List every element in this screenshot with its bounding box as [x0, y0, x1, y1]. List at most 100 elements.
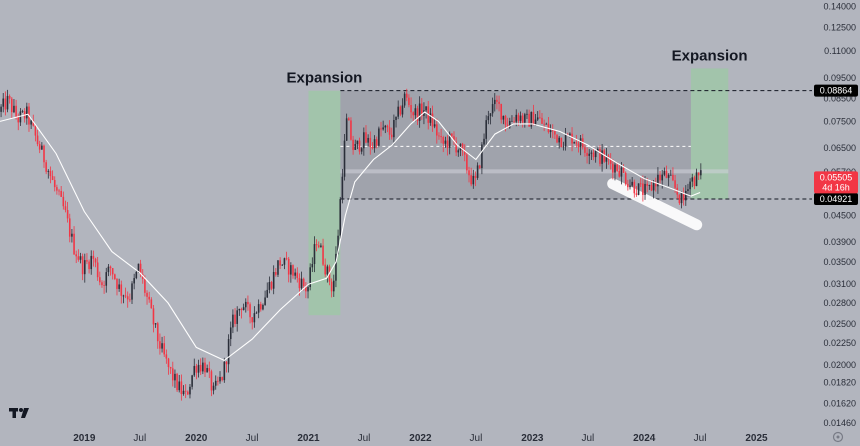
candle-280 [601, 143, 603, 172]
gear-icon[interactable] [832, 431, 844, 443]
candle-258 [554, 130, 556, 140]
x-tick-0: 2019 [73, 433, 96, 444]
candle-37 [79, 252, 82, 264]
candle-170 [365, 125, 367, 144]
candle-137 [294, 268, 296, 280]
candle-89 [191, 374, 193, 390]
y-tick-3: 0.09500 [823, 73, 856, 83]
candle-273 [586, 147, 588, 164]
candle-85 [182, 385, 185, 396]
candle-256 [549, 124, 552, 138]
candle-151 [324, 258, 326, 277]
candle-193 [414, 104, 417, 122]
candle-187 [401, 98, 404, 118]
candle-277 [594, 149, 597, 163]
candle-55 [118, 278, 120, 292]
candle-10 [21, 109, 24, 113]
candle-309 [663, 167, 666, 177]
candle-316 [678, 194, 681, 205]
candle-252 [541, 113, 543, 125]
candle-190 [408, 94, 410, 108]
candle-167 [358, 137, 361, 155]
x-tick-6: 2022 [409, 433, 432, 444]
candle-204 [438, 132, 440, 140]
candle-83 [178, 374, 181, 393]
candle-142 [305, 282, 307, 299]
candle-269 [577, 140, 580, 153]
candle-96 [206, 364, 208, 373]
horizontal-levels [340, 90, 812, 200]
y-tick-6: 0.06500 [823, 143, 856, 153]
candle-4 [8, 94, 11, 104]
candle-118 [253, 306, 256, 328]
candle-306 [657, 167, 659, 194]
candle-72 [154, 322, 157, 328]
candle-113 [242, 303, 245, 311]
annotations: Expansion Expansion [287, 47, 748, 86]
candle-108 [232, 309, 234, 334]
candle-285 [612, 158, 614, 180]
candle-250 [536, 111, 539, 122]
candle-249 [534, 114, 537, 126]
candle-149 [320, 243, 322, 248]
y-tick-1: 0.12500 [823, 22, 856, 32]
candle-178 [382, 120, 384, 131]
candle-124 [266, 282, 269, 298]
candle-80 [171, 361, 174, 387]
candle-86 [184, 384, 187, 399]
candle-21 [45, 159, 47, 175]
candle-189 [405, 88, 408, 102]
x-tick-8: 2023 [521, 433, 544, 444]
candle-126 [270, 280, 273, 291]
candle-128 [275, 268, 277, 277]
x-tick-12: 2025 [745, 433, 768, 444]
candle-69 [148, 291, 150, 303]
candle-77 [165, 349, 168, 364]
candle-57 [122, 294, 125, 304]
candle-120 [257, 299, 260, 319]
candle-42 [90, 250, 93, 275]
candle-62 [133, 273, 135, 290]
candle-135 [290, 262, 292, 283]
candle-180 [386, 124, 389, 133]
candle-261 [560, 137, 563, 148]
expansion-label-2: Expansion [672, 47, 748, 64]
candle-65 [139, 259, 142, 278]
candle-103 [221, 376, 223, 382]
candle-305 [654, 177, 657, 192]
candle-201 [431, 105, 434, 132]
x-tick-1: Jul [133, 433, 146, 444]
level-tag-bg-2 [814, 193, 858, 206]
candle-263 [564, 127, 567, 151]
candle-177 [380, 121, 382, 137]
candle-220 [472, 169, 475, 189]
candle-125 [268, 276, 271, 294]
candle-174 [373, 135, 376, 153]
candle-144 [309, 263, 311, 291]
candle-25 [53, 176, 56, 192]
candle-179 [384, 124, 387, 134]
candle-186 [399, 105, 402, 117]
candle-22 [47, 169, 50, 179]
candle-16 [34, 124, 37, 142]
candle-34 [73, 226, 75, 256]
candle-202 [433, 118, 436, 129]
candle-248 [532, 104, 535, 126]
last-price-value: 0.05505 [820, 172, 853, 182]
y-tick-9: 0.03900 [823, 237, 856, 247]
candle-301 [646, 177, 648, 193]
x-tick-4: 2021 [297, 433, 320, 444]
candle-117 [251, 317, 254, 330]
y-tick-11: 0.03100 [823, 279, 856, 289]
y-tick-14: 0.02250 [823, 338, 856, 348]
candle-162 [348, 117, 350, 121]
candle-295 [633, 179, 636, 198]
candle-98 [210, 369, 213, 397]
candle-47 [101, 280, 103, 288]
candle-161 [345, 113, 348, 141]
candle-18 [38, 140, 41, 154]
candle-245 [526, 109, 528, 119]
candle-41 [88, 259, 90, 274]
